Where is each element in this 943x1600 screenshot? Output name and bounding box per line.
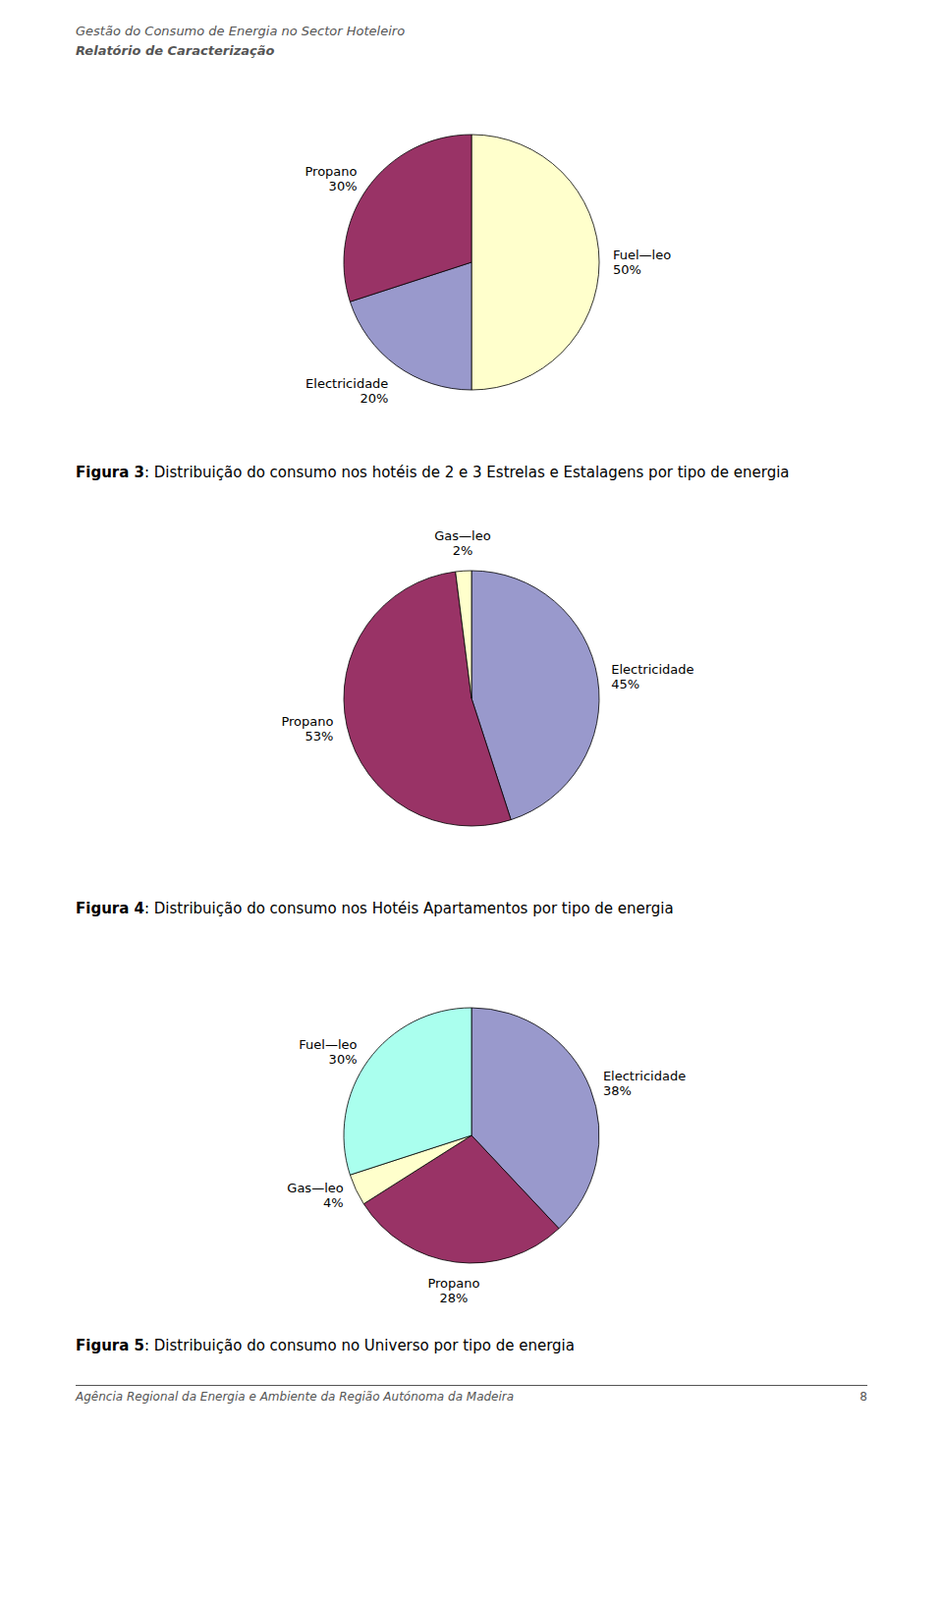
svg-text:Propano30%: Propano30% xyxy=(304,164,357,194)
html-text:Figura 5: Distribuição do cons: Figura 5: Distribuição do consumo no Uni… xyxy=(75,1336,575,1355)
html-text:Agência Regional da Energia e: Agência Regional da Energia e Ambiente d… xyxy=(75,1389,514,1404)
svg-text:Gas—leo4%: Gas—leo4% xyxy=(286,1180,343,1211)
html-text:Figura 4: Distribuição do cons: Figura 4: Distribuição do consumo nos Ho… xyxy=(75,900,674,918)
html-text:Gestão do Consumo de Energia n: Gestão do Consumo de Energia no Sector H… xyxy=(75,23,405,39)
svg-text:Gas—leo2%: Gas—leo2% xyxy=(434,528,491,558)
svg-text:Fuel—leo30%: Fuel—leo30% xyxy=(298,1037,357,1067)
svg-text:Propano53%: Propano53% xyxy=(280,715,333,745)
svg-text:Electricidade20%: Electricidade20% xyxy=(305,376,389,406)
svg-text:Propano28%: Propano28% xyxy=(427,1275,480,1305)
svg-text:Electricidade38%: Electricidade38% xyxy=(603,1068,686,1099)
html-text:8: 8 xyxy=(859,1389,868,1404)
html-text:Relatório de Caracterização: Relatório de Caracterização xyxy=(75,42,275,58)
html-text:Figura 3: Distribuição do cons: Figura 3: Distribuição do consumo nos ho… xyxy=(75,463,790,482)
svg-text:Electricidade45%: Electricidade45% xyxy=(610,662,694,692)
svg-text:Fuel—leo50%: Fuel—leo50% xyxy=(612,247,671,278)
